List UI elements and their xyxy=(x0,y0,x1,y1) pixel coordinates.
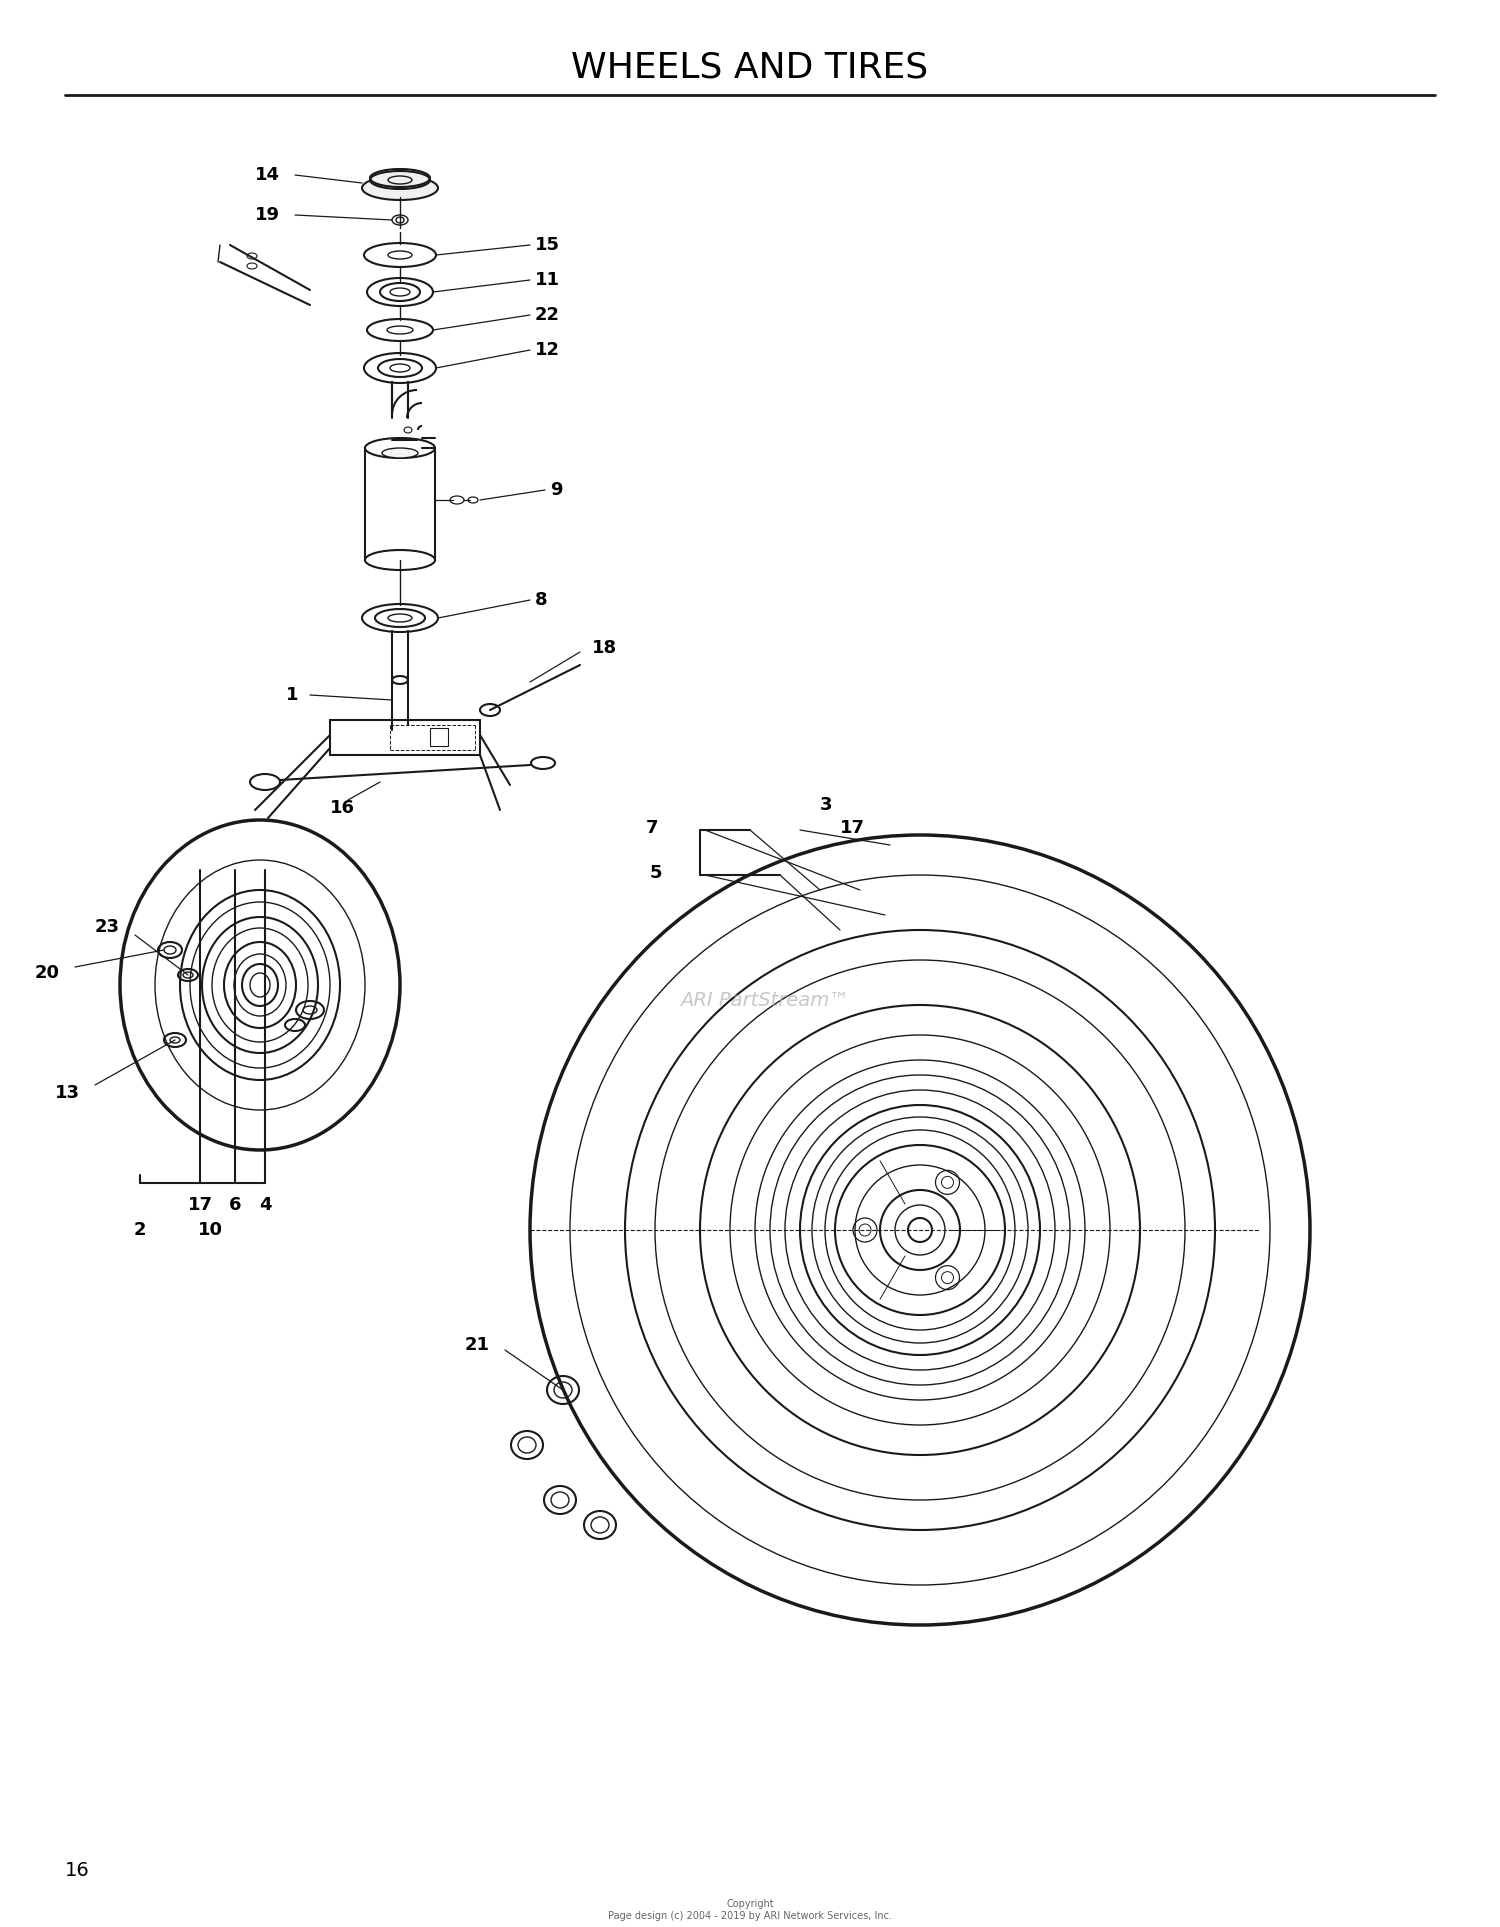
Text: 17: 17 xyxy=(840,819,866,836)
Text: 13: 13 xyxy=(56,1085,80,1102)
Text: 23: 23 xyxy=(94,917,120,937)
Text: 14: 14 xyxy=(255,166,280,183)
Text: 16: 16 xyxy=(64,1860,90,1879)
Text: 19: 19 xyxy=(255,206,280,224)
Ellipse shape xyxy=(382,447,418,459)
Text: 20: 20 xyxy=(34,964,60,983)
Text: 17: 17 xyxy=(188,1197,213,1214)
Text: 3: 3 xyxy=(821,796,833,813)
Ellipse shape xyxy=(362,175,438,200)
Text: 16: 16 xyxy=(330,800,354,817)
Text: 11: 11 xyxy=(536,272,560,289)
Text: 7: 7 xyxy=(645,819,658,836)
Text: 21: 21 xyxy=(465,1335,490,1355)
Text: 2: 2 xyxy=(134,1222,147,1239)
Text: 5: 5 xyxy=(650,863,662,883)
Text: 6: 6 xyxy=(228,1197,242,1214)
Text: 10: 10 xyxy=(198,1222,222,1239)
Text: 8: 8 xyxy=(536,592,548,609)
Text: 18: 18 xyxy=(592,640,616,657)
Text: Copyright
Page design (c) 2004 - 2019 by ARI Network Services, Inc.: Copyright Page design (c) 2004 - 2019 by… xyxy=(608,1900,892,1921)
Text: 1: 1 xyxy=(285,686,298,703)
Text: ARI PartStream™: ARI PartStream™ xyxy=(680,990,849,1010)
Bar xyxy=(430,728,448,746)
Text: 4: 4 xyxy=(258,1197,272,1214)
Text: 15: 15 xyxy=(536,235,560,254)
Text: 9: 9 xyxy=(550,482,562,499)
Ellipse shape xyxy=(370,172,430,189)
Text: WHEELS AND TIRES: WHEELS AND TIRES xyxy=(572,50,928,85)
Text: 12: 12 xyxy=(536,341,560,358)
Text: 22: 22 xyxy=(536,306,560,324)
